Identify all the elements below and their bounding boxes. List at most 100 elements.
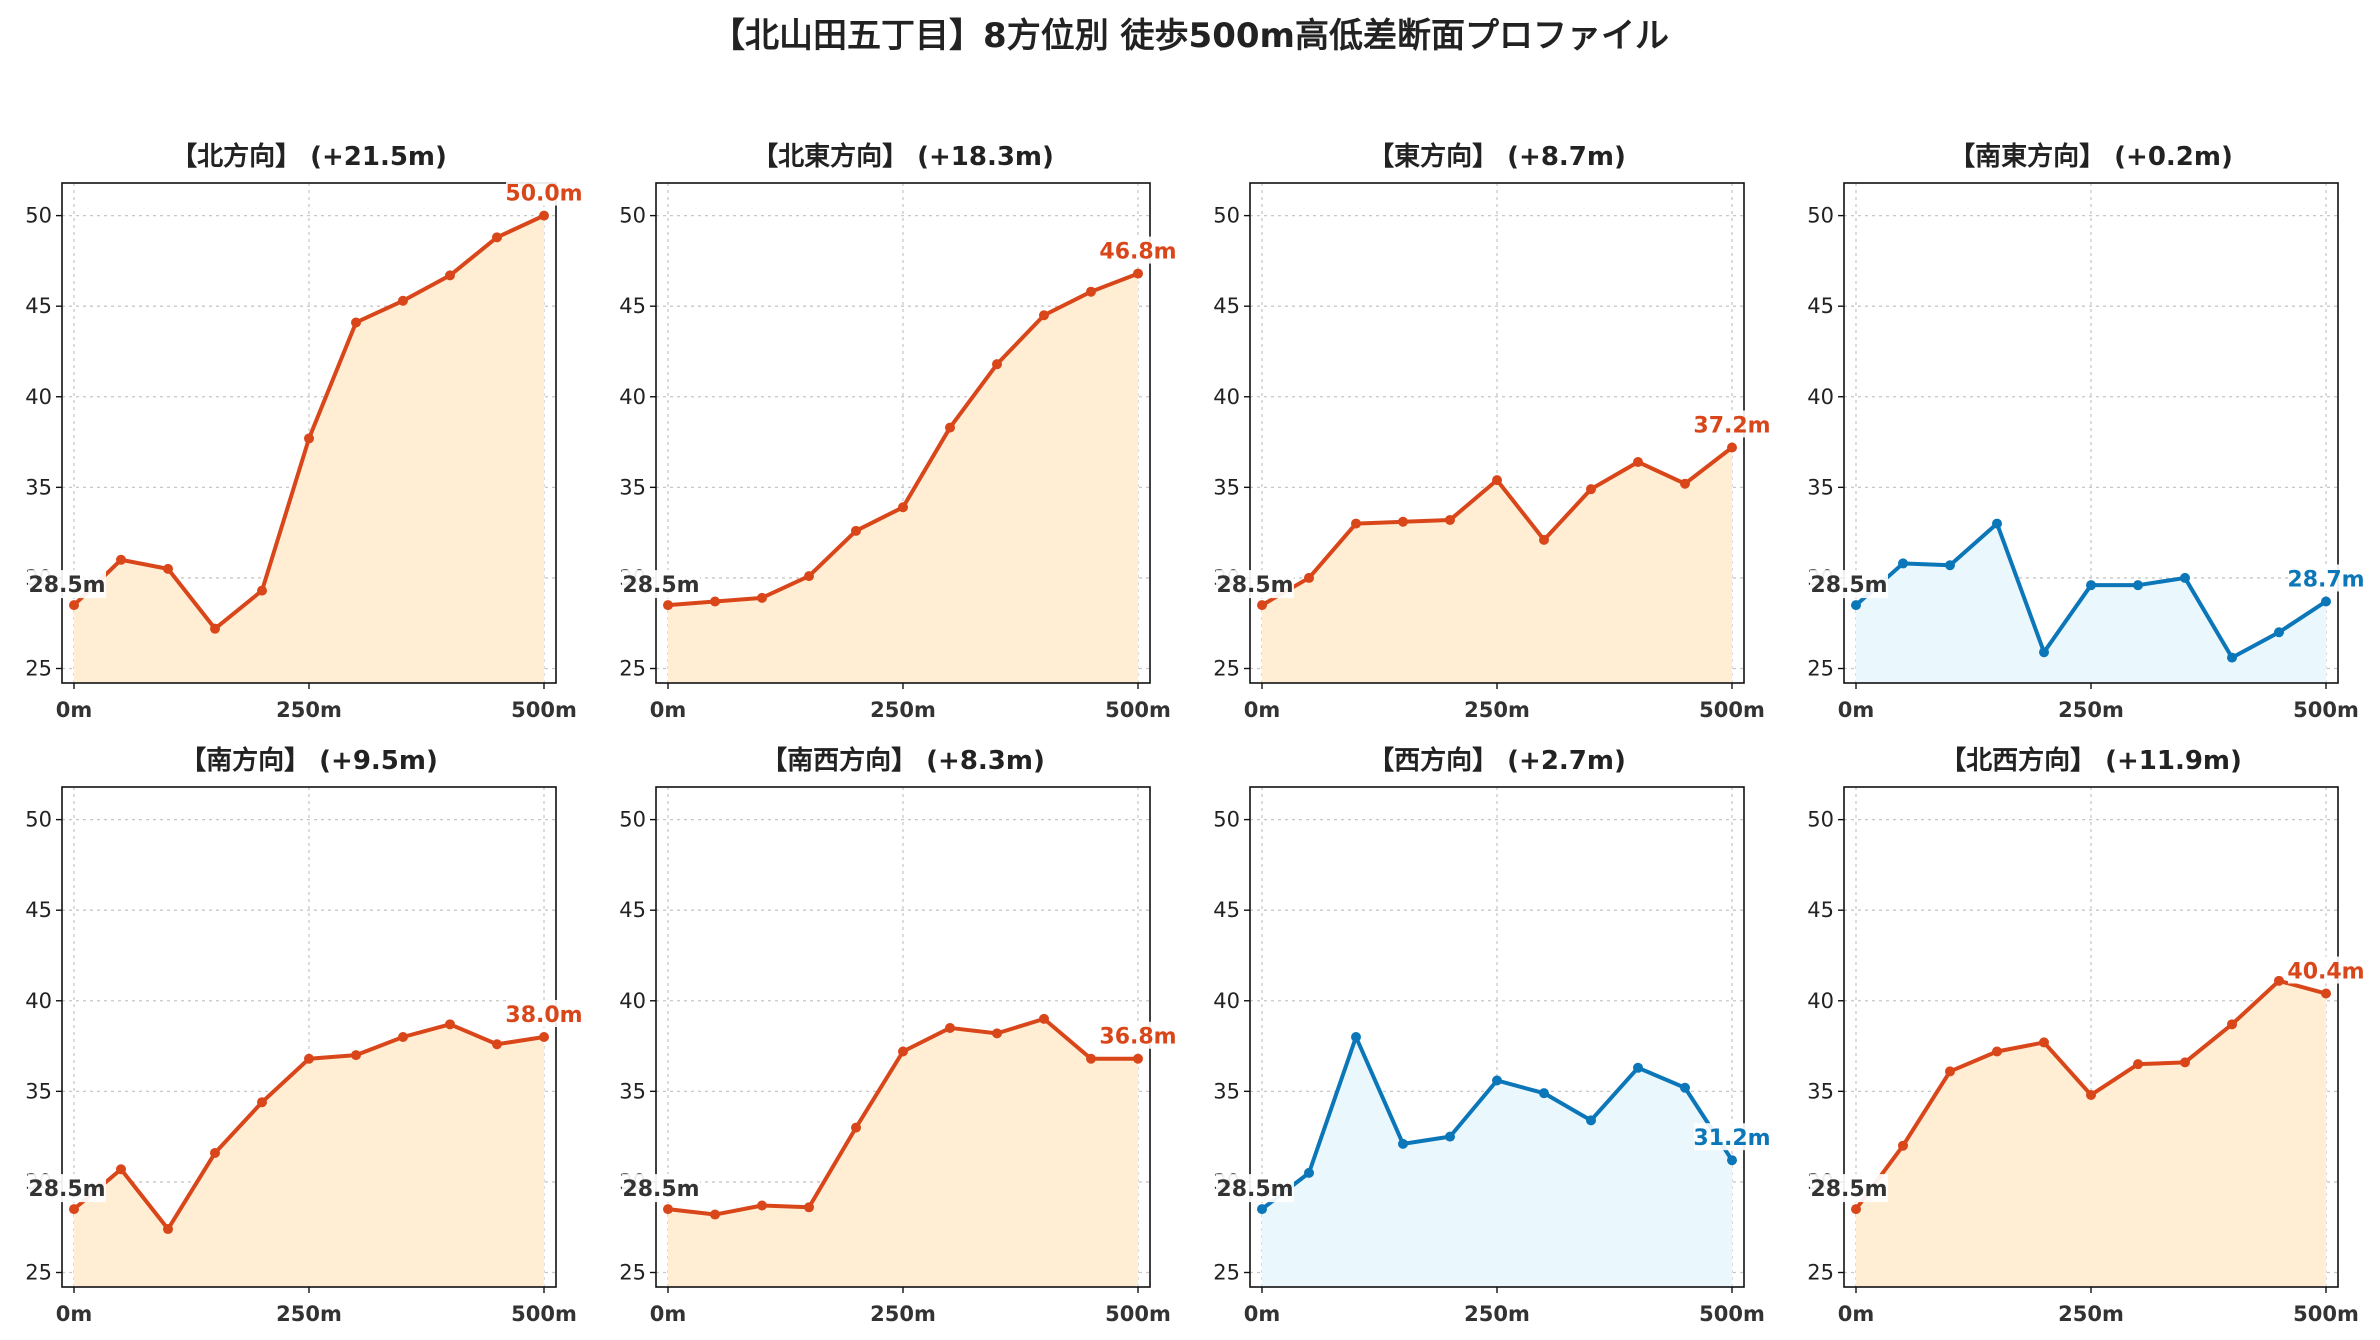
start-label: 28.5m [1216,573,1293,598]
data-point [804,1202,814,1213]
y-tick-label: 35 [1807,1079,1834,1103]
y-tick-label: 35 [1807,475,1834,499]
data-point [1898,1140,1908,1151]
y-tick-label: 50 [619,808,646,832]
start-label: 28.5m [622,573,699,598]
data-point [257,1097,267,1108]
chart-title: 【東方向】 (+8.7m) [1368,141,1626,172]
data-point [2227,652,2237,663]
start-label: 28.5m [28,1177,105,1202]
y-tick-label: 45 [25,898,52,922]
profile-area [668,273,1138,683]
data-point [1492,475,1502,486]
y-tick-label: 40 [25,385,52,409]
data-point [1851,1204,1861,1215]
y-tick-label: 40 [1213,385,1240,409]
start-label: 28.5m [28,573,105,598]
data-point [116,554,126,565]
end-label-box [506,178,582,206]
data-point [1680,478,1690,489]
end-label-box [1100,236,1176,264]
data-point [710,1209,720,1220]
profile-area [1262,447,1732,683]
y-tick-label: 25 [25,1261,52,1285]
data-point [898,1046,908,1057]
chart-panel: 【北西方向】 (+11.9m)2530354045500m250m500m28.… [1807,745,2364,1326]
y-tick-label: 35 [619,475,646,499]
start-label-box [1216,570,1294,599]
data-point [2086,1089,2096,1100]
data-point [1633,456,1643,467]
start-label-box [28,570,106,599]
data-point [69,1204,79,1215]
chart-title: 【北東方向】 (+18.3m) [752,141,1054,172]
data-point [2180,1057,2190,1068]
end-label-box [2288,564,2364,592]
data-point [1945,560,1955,571]
y-tick-label: 45 [1213,294,1240,318]
data-point [1586,1115,1596,1126]
end-label: 40.4m [2287,960,2364,985]
data-point [2180,572,2190,583]
data-point [1351,518,1361,529]
chart-panel: 【北方向】 (+21.5m)2530354045500m250m500m28.5… [25,141,582,722]
y-tick-label: 40 [1807,385,1834,409]
data-point [992,359,1002,370]
end-label: 36.8m [1099,1025,1176,1050]
data-point [2274,975,2284,986]
data-point [445,1019,455,1030]
data-point [1633,1062,1643,1073]
x-tick-label: 250m [276,1302,342,1326]
chart-panel: 【南西方向】 (+8.3m)2530354045500m250m500m28.5… [619,745,1176,1326]
start-label: 28.5m [1810,1177,1887,1202]
profile-area [668,1018,1138,1287]
data-point [1539,1088,1549,1099]
data-point [757,592,767,603]
start-label-box [622,1174,700,1203]
data-point [398,295,408,306]
data-point [710,596,720,607]
end-label-box [1100,1021,1176,1049]
data-point [1398,1138,1408,1149]
data-point [163,563,173,574]
data-point [1445,1131,1455,1142]
data-point [492,1039,502,1050]
data-point [1492,1075,1502,1086]
start-label: 28.5m [1216,1177,1293,1202]
chart-title: 【西方向】 (+2.7m) [1368,745,1626,776]
data-point [1133,268,1143,279]
x-tick-label: 0m [1244,698,1281,722]
y-tick-label: 40 [1807,989,1834,1013]
profile-area [1856,523,2326,683]
chart-panel: 【東方向】 (+8.7m)2530354045500m250m500m28.5m… [1213,141,1770,722]
y-tick-label: 45 [619,294,646,318]
y-tick-label: 50 [619,204,646,228]
data-point [1539,534,1549,545]
chart-panel: 【南方向】 (+9.5m)2530354045500m250m500m28.5m… [25,745,582,1326]
data-point [69,600,79,611]
chart-title: 【南方向】 (+9.5m) [180,745,438,776]
y-tick-label: 40 [619,385,646,409]
end-label: 46.8m [1099,240,1176,265]
end-label: 37.2m [1693,413,1770,438]
data-point [1304,1167,1314,1178]
data-point [1133,1053,1143,1064]
x-tick-label: 250m [1464,698,1530,722]
data-point [804,571,814,582]
data-point [2321,596,2331,607]
x-tick-label: 0m [56,1302,93,1326]
data-point [398,1032,408,1042]
y-tick-label: 40 [619,989,646,1013]
data-point [163,1224,173,1235]
start-label: 28.5m [622,1177,699,1202]
chart-panel: 【南東方向】 (+0.2m)2530354045500m250m500m28.5… [1807,141,2364,722]
data-point [2321,988,2331,999]
start-label: 28.5m [1810,573,1887,598]
x-tick-label: 500m [1699,698,1765,722]
data-point [116,1164,126,1175]
chart-panel: 【西方向】 (+2.7m)2530354045500m250m500m28.5m… [1213,745,1770,1326]
x-tick-label: 0m [1838,698,1875,722]
y-tick-label: 50 [1807,808,1834,832]
x-tick-label: 500m [2293,698,2359,722]
